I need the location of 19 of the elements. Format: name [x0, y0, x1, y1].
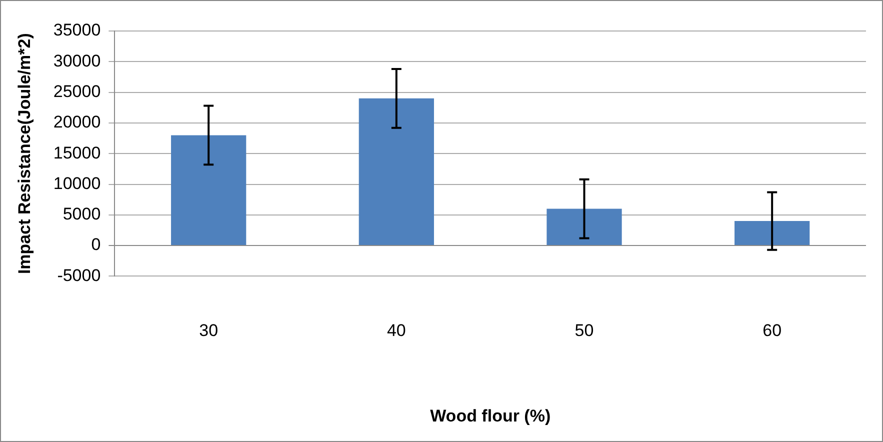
bar [171, 135, 246, 246]
y-tick-label: 0 [91, 235, 101, 254]
x-tick-label: 60 [762, 321, 782, 340]
x-axis-title: Wood flour (%) [430, 406, 551, 426]
bar [734, 221, 810, 246]
bar [546, 208, 622, 246]
y-tick-label: 35000 [53, 20, 101, 40]
y-tick-label: 5000 [62, 204, 101, 224]
bar [358, 98, 434, 246]
y-tick-label: -5000 [57, 266, 101, 285]
x-tick-label: 50 [574, 321, 594, 340]
x-tick-label: 30 [199, 321, 218, 340]
y-tick-label: 15000 [53, 143, 101, 162]
y-axis-title: Impact Resistance(Joule/m*2) [14, 33, 34, 274]
y-tick-label: 25000 [53, 82, 101, 101]
y-tick-label: 30000 [53, 51, 101, 70]
y-tick-label: 20000 [53, 112, 101, 132]
y-tick-label: 10000 [53, 174, 101, 193]
x-tick-label: 40 [386, 321, 406, 340]
